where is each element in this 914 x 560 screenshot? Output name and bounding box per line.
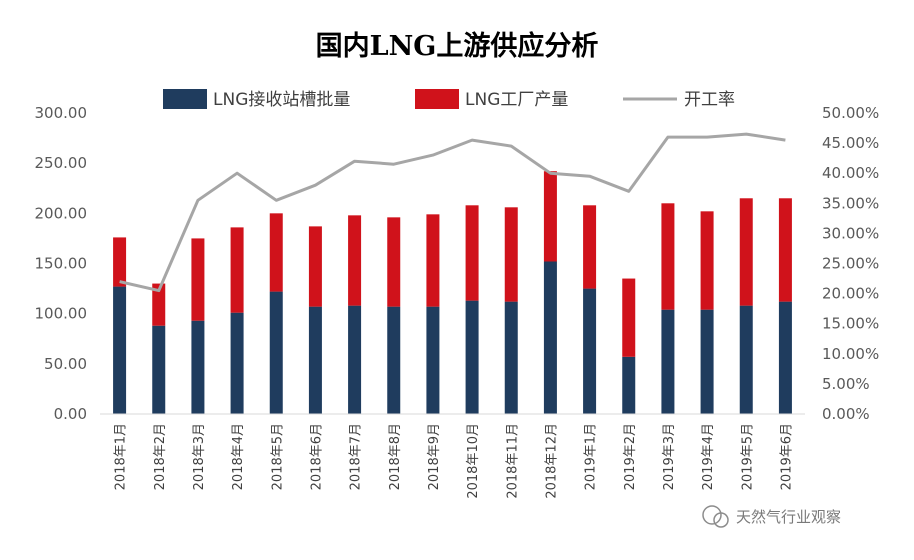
left-tick-label: 300.00 [35,104,88,122]
bar-receiving-terminal [191,320,205,414]
bar-factory-output [269,213,283,292]
right-tick-label: 20.00% [822,285,879,303]
watermark-text: 天然气行业观察 [736,508,841,526]
x-tick-label: 2018年2月 [153,423,168,490]
bar-receiving-terminal [543,261,557,414]
bar-factory-output [700,211,714,310]
right-tick-label: 50.00% [822,104,879,122]
bar-receiving-terminal [269,291,283,414]
x-tick-label: 2018年4月 [231,423,246,490]
bar-receiving-terminal [661,309,675,414]
bar-factory-output [543,171,557,262]
bar-factory-output [191,238,205,321]
bar-factory-output [348,215,362,306]
right-tick-label: 25.00% [822,255,879,273]
legend: LNG接收站槽批量 LNG工厂产量 开工率 [163,89,735,110]
x-tick-label: 2019年5月 [740,423,755,490]
bar-factory-output [113,237,127,287]
left-tick-label: 150.00 [35,255,88,273]
x-tick-label: 2019年2月 [623,423,638,490]
operating-rate-line [119,132,786,293]
right-tick-label: 5.00% [822,375,870,393]
x-tick-label: 2018年6月 [309,423,324,490]
x-tick-label: 2018年9月 [427,423,442,490]
bar-receiving-terminal [348,305,362,414]
bar-factory-output [739,198,753,306]
bar-receiving-terminal [230,312,244,414]
left-axis-ticks: 0.00 50.00 100.00 150.00 200.00 250.00 300.00 [35,104,88,423]
x-tick-label: 2018年12月 [544,423,559,499]
chart-title: 国内LNG上游供应分析 [316,30,599,62]
bar-factory-output [152,283,166,326]
operating-rate-line-layer [119,132,786,293]
bar-factory-output [583,205,597,289]
x-tick-label: 2019年6月 [779,423,794,490]
bar-receiving-terminal [778,301,792,414]
bar-receiving-terminal [465,300,479,414]
x-tick-label: 2018年10月 [466,423,481,499]
x-tick-label: 2019年4月 [701,423,716,490]
x-tick-label: 2018年11月 [505,423,520,499]
bar-receiving-terminal [622,356,636,414]
right-tick-label: 35.00% [822,194,879,212]
bar-factory-output [661,203,675,310]
bar-factory-output [504,207,518,302]
bar-receiving-terminal [113,286,127,414]
left-tick-label: 200.00 [35,204,88,222]
bar-receiving-terminal [504,301,518,414]
left-tick-label: 50.00 [44,355,87,373]
legend-swatch-factory-output [415,89,459,109]
x-tick-label: 2018年8月 [388,423,403,490]
x-tick-label: 2018年1月 [114,423,129,490]
bar-factory-output [308,226,322,307]
bars [113,171,792,414]
bar-receiving-terminal [700,309,714,414]
x-tick-label: 2018年5月 [270,423,285,490]
bar-receiving-terminal [583,288,597,414]
x-tick-label: 2019年3月 [662,423,677,490]
wechat-icon [702,505,722,525]
right-tick-label: 15.00% [822,315,879,333]
legend-label-factory-output: LNG工厂产量 [465,90,568,110]
wechat-icon-small [713,512,729,528]
right-tick-label: 10.00% [822,345,879,363]
bar-factory-output [230,227,244,313]
bar-factory-output [778,198,792,302]
left-tick-label: 100.00 [35,305,88,323]
right-tick-label: 45.00% [822,134,879,152]
bar-receiving-terminal [426,306,440,414]
bar-factory-output [465,205,479,301]
bar-factory-output [426,214,440,307]
left-tick-label: 250.00 [35,154,88,172]
legend-swatch-receiving-terminal [163,89,207,109]
x-axis-ticks: 2018年1月 2018年2月 2018年3月 2018年4月 2018年5月 2018年… [114,423,795,499]
watermark: 天然气行业观察 [702,505,841,528]
right-tick-label: 30.00% [822,224,879,242]
right-axis-ticks: 0.00% 5.00% 10.00% 15.00% 20.00% 25.00% 30.00%… [822,104,879,423]
bar-receiving-terminal [387,306,401,414]
bar-factory-output [622,278,636,357]
bar-receiving-terminal [739,305,753,414]
x-tick-label: 2018年7月 [349,423,364,490]
legend-label-receiving-terminal: LNG接收站槽批量 [213,90,350,110]
bar-factory-output [387,217,401,307]
x-tick-label: 2018年3月 [192,423,207,490]
bar-receiving-terminal [308,306,322,414]
bar-receiving-terminal [152,325,166,414]
left-tick-label: 0.00 [54,405,87,423]
x-tick-label: 2019年1月 [584,423,599,490]
legend-label-operating-rate: 开工率 [684,90,735,110]
right-tick-label: 0.00% [822,405,870,423]
right-tick-label: 40.00% [822,164,879,182]
